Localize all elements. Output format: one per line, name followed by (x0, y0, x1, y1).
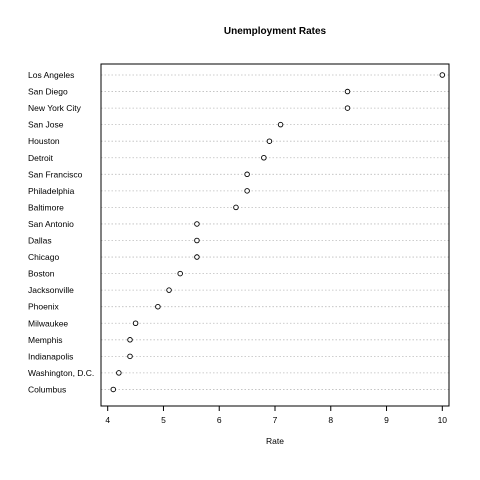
x-tick-label: 4 (105, 415, 110, 425)
category-label: Houston (28, 136, 60, 146)
category-label: Columbus (28, 384, 66, 394)
category-label: San Antonio (28, 219, 74, 229)
data-point (116, 370, 122, 376)
data-point (110, 386, 117, 393)
data-point (194, 221, 200, 227)
data-point (344, 88, 351, 95)
category-label: New York City (28, 103, 82, 113)
data-point (155, 303, 161, 310)
category-label: Chicago (28, 252, 59, 262)
category-label: Jacksonville (28, 285, 74, 295)
category-label: San Diego (28, 87, 68, 97)
category-label: Indianapolis (28, 351, 73, 361)
category-label: San Jose (28, 120, 64, 130)
data-point (127, 353, 133, 360)
category-label: Washington, D.C. (28, 368, 94, 378)
data-point (266, 138, 273, 144)
x-axis: 4 5 6 7 8 9 10 (105, 405, 448, 425)
category-label: Philadelphia (28, 186, 75, 196)
data-point (344, 105, 351, 111)
data-point (194, 237, 200, 244)
category-labels: Los Angeles San Diego New York City San Jos… (28, 70, 94, 394)
data-point (194, 254, 200, 260)
category-label: San Francisco (28, 169, 83, 179)
category-label: Los Angeles (28, 70, 74, 80)
category-label: Dallas (28, 236, 52, 246)
x-tick-label: 6 (217, 415, 222, 425)
category-label: Detroit (28, 153, 54, 163)
data-point (233, 204, 239, 211)
plot-frame (100, 63, 450, 407)
x-tick-label: 9 (384, 415, 389, 425)
category-label: Boston (28, 269, 55, 279)
data-point (261, 154, 267, 161)
x-tick-label: 5 (161, 415, 166, 425)
x-tick-label: 8 (328, 415, 333, 425)
category-label: Milwaukee (28, 318, 68, 328)
data-point (244, 188, 250, 194)
x-tick-label: 7 (273, 415, 278, 425)
data-point (166, 287, 172, 293)
data-point (132, 320, 139, 327)
data-point (127, 337, 133, 343)
x-axis-title: Rate (266, 436, 284, 446)
category-label: Baltimore (28, 202, 64, 212)
data-point (244, 171, 250, 178)
chart-title: Unemployment Rates (224, 26, 327, 37)
data-point (277, 121, 284, 128)
x-tick-label: 10 (438, 415, 448, 425)
category-label: Memphis (28, 335, 62, 345)
data-point (177, 270, 183, 277)
guide-lines (101, 74, 449, 390)
data-point (439, 72, 446, 78)
category-label: Phoenix (28, 302, 59, 312)
data-points (110, 72, 446, 393)
